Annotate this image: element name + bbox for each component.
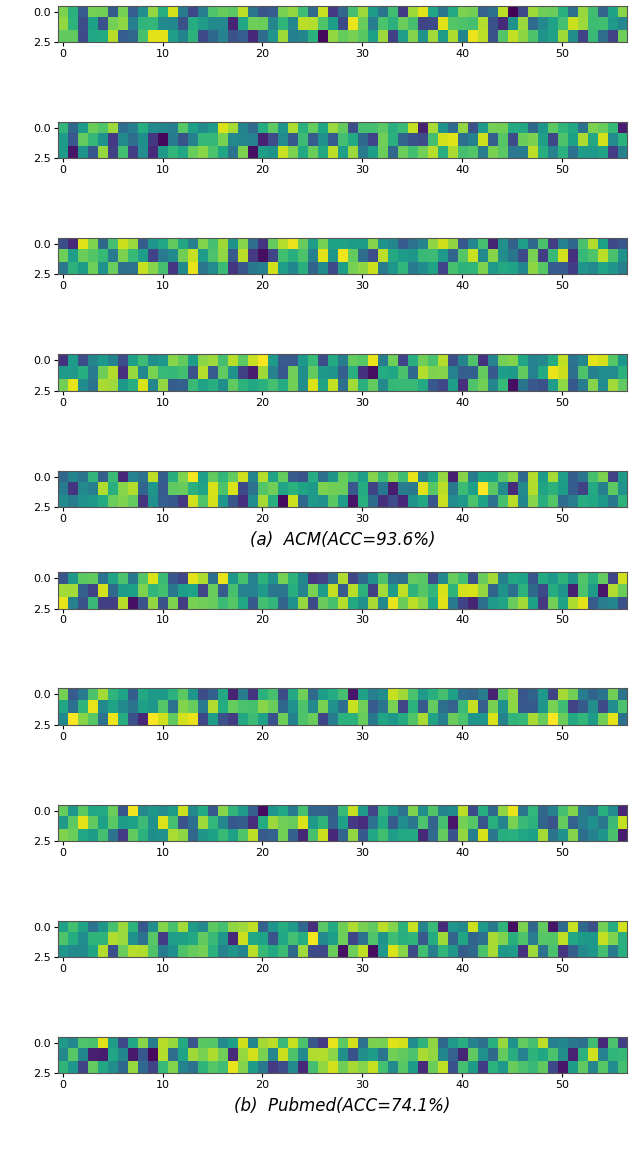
Text: (a)  ACM(ACC=93.6%): (a) ACM(ACC=93.6%) (250, 531, 435, 549)
Text: (b)  Pubmed(ACC=74.1%): (b) Pubmed(ACC=74.1%) (234, 1097, 451, 1116)
